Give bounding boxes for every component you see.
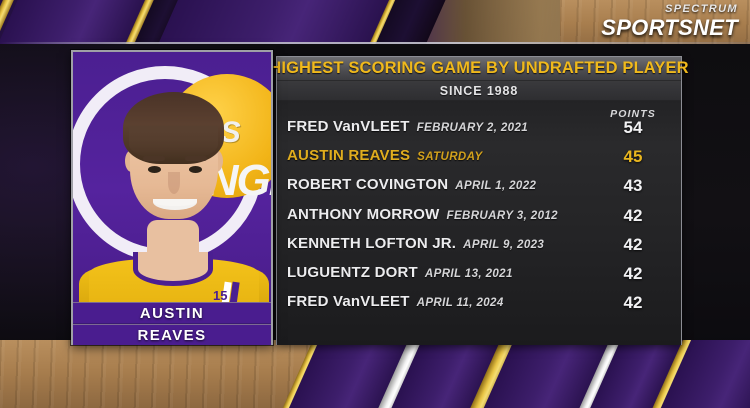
background-bottom-stripes bbox=[0, 340, 750, 408]
jersey-collar bbox=[133, 252, 213, 286]
player-eye-left bbox=[148, 166, 161, 173]
points-value: 42 bbox=[623, 263, 643, 283]
table-row: FRED VanVLEET FEBRUARY 2, 2021 54 bbox=[277, 118, 681, 147]
game-date: FEBRUARY 3, 2012 bbox=[446, 209, 558, 222]
stats-row: FRED VanVLEET FEBRUARY 2, 2021 54 bbox=[277, 118, 681, 147]
player-brow-left bbox=[143, 156, 165, 161]
game-date: FEBRUARY 2, 2021 bbox=[416, 122, 529, 134]
points-value: 42 bbox=[623, 205, 643, 225]
game-date: APRIL 13, 2021 bbox=[424, 267, 513, 280]
jersey-number: 15 bbox=[213, 288, 228, 302]
table-row: FRED VanVLEET APRIL 11, 2024 42 bbox=[277, 293, 681, 322]
stats-row: KENNETH LOFTON JR. APRIL 9, 2023 42 bbox=[277, 235, 681, 264]
table-row: AUSTIN REAVES SATURDAY 45 bbox=[277, 147, 681, 176]
stats-row: ANTHONY MORROW FEBRUARY 3, 2012 42 bbox=[277, 206, 681, 235]
panel-subtitle-bar: SINCE 1988 bbox=[277, 81, 681, 101]
game-date: APRIL 1, 2022 bbox=[455, 180, 537, 193]
player-photo: LOS ANGELES 15 bbox=[73, 52, 271, 302]
table-row: ROBERT COVINGTON APRIL 1, 2022 43 bbox=[277, 176, 681, 205]
stats-row: LUGUENTZ DORT APRIL 13, 2021 42 bbox=[277, 264, 681, 293]
player-name: KENNETH LOFTON JR. bbox=[287, 234, 457, 252]
network-logo-line2: SPORTSNET bbox=[601, 15, 738, 40]
panel-subtitle: SINCE 1988 bbox=[439, 83, 519, 98]
stats-panel: HIGHEST SCORING GAME BY UNDRAFTED PLAYER… bbox=[269, 56, 689, 345]
player-smile bbox=[153, 194, 197, 210]
player-name: LUGUENTZ DORT bbox=[287, 263, 418, 281]
points-value: 42 bbox=[623, 234, 643, 254]
table-row: KENNETH LOFTON JR. APRIL 9, 2023 42 bbox=[277, 235, 681, 264]
panel-title-bar: HIGHEST SCORING GAME BY UNDRAFTED PLAYER bbox=[269, 57, 689, 81]
player-eye-right bbox=[189, 166, 202, 173]
game-date: APRIL 9, 2023 bbox=[463, 238, 545, 251]
player-last-name: REAVES bbox=[137, 326, 207, 344]
points-value: 45 bbox=[623, 147, 643, 167]
network-logo: SPECTRUM SPORTSNET bbox=[601, 4, 738, 39]
stats-row: FRED VanVLEET APRIL 11, 2024 42 bbox=[277, 293, 681, 322]
stats-row: AUSTIN REAVES SATURDAY 45 bbox=[277, 147, 681, 176]
player-name: FRED VanVLEET bbox=[287, 118, 410, 135]
game-date: SATURDAY bbox=[417, 151, 483, 164]
player-name: AUSTIN REAVES bbox=[287, 147, 411, 165]
points-column-header-label: POINTS bbox=[610, 108, 656, 120]
player-brow-right bbox=[185, 156, 207, 161]
points-value: 43 bbox=[623, 176, 643, 196]
table-row: ANTHONY MORROW FEBRUARY 3, 2012 42 bbox=[277, 206, 681, 235]
player-first-name: AUSTIN bbox=[139, 304, 205, 322]
divider-top bbox=[0, 42, 750, 44]
table-row: LUGUENTZ DORT APRIL 13, 2021 42 bbox=[277, 264, 681, 293]
player-hair bbox=[123, 92, 224, 164]
stats-list: POINTS FRED VanVLEET FEBRUARY 2, 2021 54 AU… bbox=[277, 101, 681, 345]
stats-rows: FRED VanVLEET FEBRUARY 2, 2021 54 AUSTIN RE… bbox=[277, 118, 681, 322]
player-nameplate-first: AUSTIN bbox=[73, 302, 271, 323]
court-wood-bottom bbox=[0, 340, 330, 408]
points-column-header: POINTS bbox=[585, 104, 681, 122]
points-value: 42 bbox=[623, 293, 643, 313]
points-value: 54 bbox=[623, 118, 643, 137]
network-logo-line1: SPECTRUM bbox=[665, 3, 738, 15]
game-date: APRIL 11, 2024 bbox=[416, 297, 504, 310]
panel-title: HIGHEST SCORING GAME BY UNDRAFTED PLAYER bbox=[269, 59, 689, 77]
player-name: ANTHONY MORROW bbox=[287, 205, 440, 223]
player-nose bbox=[168, 172, 180, 194]
player-name: FRED VanVLEET bbox=[287, 293, 410, 311]
player-nameplate-last: REAVES bbox=[73, 324, 271, 345]
stats-row: ROBERT COVINGTON APRIL 1, 2022 43 bbox=[277, 176, 681, 205]
player-name: ROBERT COVINGTON bbox=[287, 176, 449, 194]
player-card: LOS ANGELES 15 AUSTIN REAVES bbox=[71, 50, 273, 345]
